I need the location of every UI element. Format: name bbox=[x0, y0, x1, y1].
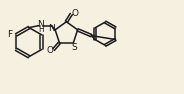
Text: N: N bbox=[37, 20, 44, 29]
Text: N: N bbox=[48, 24, 55, 33]
Text: O: O bbox=[72, 9, 79, 18]
Text: H: H bbox=[38, 25, 44, 34]
Text: F: F bbox=[7, 30, 12, 39]
Text: S: S bbox=[71, 43, 77, 52]
Text: O: O bbox=[46, 46, 53, 55]
